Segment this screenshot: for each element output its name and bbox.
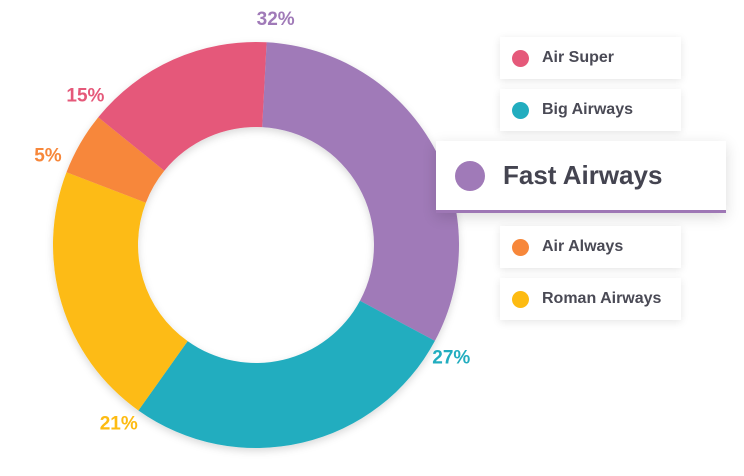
legend-label: Fast Airways (503, 160, 663, 190)
slice-big-airways[interactable] (138, 300, 435, 448)
legend-item-big-airways[interactable]: Big Airways (500, 89, 681, 131)
slice-fast-airways[interactable] (262, 42, 459, 341)
slice-air-always[interactable] (66, 117, 165, 203)
legend-item-roman-airways[interactable]: Roman Airways (500, 278, 681, 320)
legend-dot (512, 290, 529, 308)
legend-item-air-always[interactable]: Air Always (500, 226, 681, 268)
legend-dot (512, 49, 529, 67)
slice-air-super[interactable] (98, 42, 267, 171)
slice-roman-airways[interactable] (52, 172, 188, 411)
legend-item-air-super[interactable]: Air Super (500, 37, 681, 79)
legend-item-fast-airways[interactable]: Fast Airways (436, 141, 726, 213)
legend-label: Big Airways (542, 101, 633, 118)
legend-dot (512, 101, 529, 119)
percent-label-air-always: 5% (34, 146, 62, 167)
percent-label-roman-airways: 21% (100, 414, 138, 435)
percent-label-air-super: 15% (66, 86, 104, 107)
percent-label-fast-airways: 32% (257, 9, 295, 30)
legend-label: Roman Airways (542, 290, 662, 307)
legend-label: Air Always (542, 238, 624, 255)
legend-dot (455, 160, 485, 191)
legend-label: Air Super (542, 49, 615, 66)
percent-label-big-airways: 27% (432, 348, 470, 369)
legend-dot (512, 238, 529, 256)
